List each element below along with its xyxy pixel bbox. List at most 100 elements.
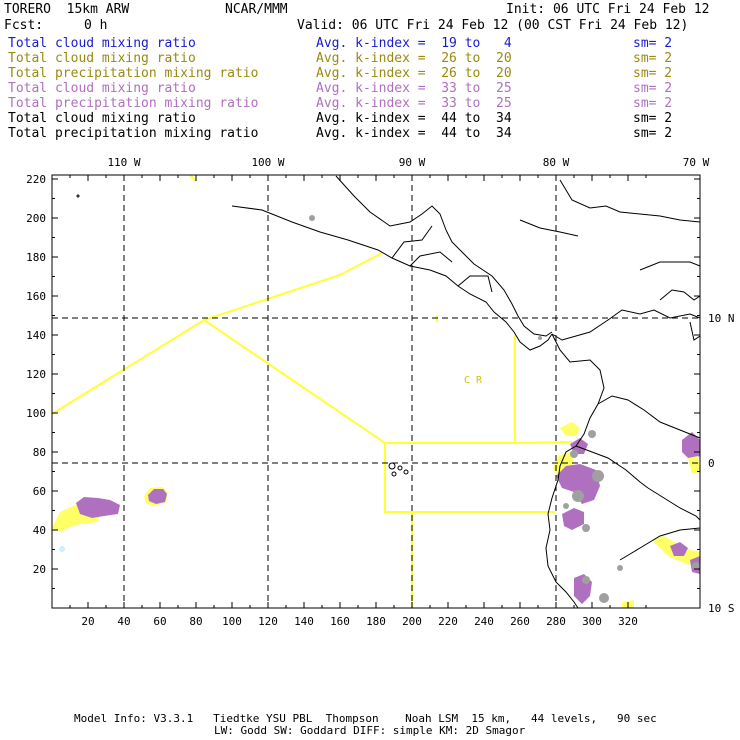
border <box>619 527 701 561</box>
legend-smoothing: sm= 2 <box>633 111 673 126</box>
gray-patch <box>692 562 700 570</box>
coastline-caribbean-islands <box>659 289 701 301</box>
legend-k-index-range: Avg. k-index = 44 to 34 <box>316 111 512 126</box>
axis-ticks <box>52 175 700 608</box>
gray-patch <box>582 576 590 584</box>
longitude-label: 110 W <box>107 156 140 169</box>
galapagos-island <box>388 462 396 470</box>
longitude-label: 90 W <box>399 156 426 169</box>
boundary-line <box>384 443 555 513</box>
coastline-caribbean-islands <box>559 179 701 223</box>
gray-patch <box>599 593 609 603</box>
border <box>391 225 433 259</box>
gray-patch <box>617 565 623 571</box>
legend-smoothing: sm= 2 <box>633 36 673 51</box>
legend-field-name: Total cloud mixing ratio <box>8 51 196 66</box>
x-tick-label: 220 <box>438 615 458 628</box>
coastline-sa-west <box>545 333 605 609</box>
cloud-shading <box>52 215 700 608</box>
forecast-label: Fcst: <box>4 18 44 33</box>
boundary-line <box>514 441 573 444</box>
border <box>597 395 701 439</box>
coastlines <box>76 175 701 609</box>
gray-patch <box>582 524 590 532</box>
y-tick-label: 220 <box>26 173 46 186</box>
border <box>409 251 453 267</box>
x-tick-label: 320 <box>618 615 638 628</box>
axis-labels: 20 40 60 80 100 120 140 160 180 200 220 240 260 280 30… <box>26 156 734 628</box>
org-label: NCAR/MMM <box>225 2 288 17</box>
legend-field-name: Total precipitation mixing ratio <box>8 66 259 81</box>
precip-purple-area <box>682 432 700 460</box>
coastline-central-america <box>429 269 553 351</box>
x-tick-label: 160 <box>330 615 350 628</box>
x-tick-label: 20 <box>81 615 94 628</box>
legend-k-index-range: Avg. k-index = 26 to 20 <box>316 51 512 66</box>
legend-field-name: Total cloud mixing ratio <box>8 111 196 126</box>
gray-patch <box>572 490 584 502</box>
boundary-line <box>51 252 383 415</box>
galapagos-island <box>403 469 409 475</box>
legend-k-index-range: Avg. k-index = 33 to 25 <box>316 96 512 111</box>
x-tick-label: 280 <box>546 615 566 628</box>
y-tick-label: 140 <box>26 329 46 342</box>
precip-purple-area <box>670 542 688 556</box>
region-label: C R <box>464 375 483 386</box>
y-tick-label: 120 <box>26 368 46 381</box>
gray-patch <box>570 450 578 458</box>
x-tick-label: 240 <box>474 615 494 628</box>
legend-k-index-range: Avg. k-index = 19 to 4 <box>316 36 512 51</box>
coastline-gulf <box>335 175 447 231</box>
x-tick-label: 60 <box>153 615 166 628</box>
legend-k-index-range: Avg. k-index = 44 to 34 <box>316 126 512 141</box>
coastline-caribbean-islands <box>639 261 701 271</box>
x-tick-label: 100 <box>222 615 242 628</box>
x-tick-label: 300 <box>582 615 602 628</box>
lat-lon-grid <box>52 175 700 608</box>
longitude-label: 70 W <box>683 156 710 169</box>
border <box>647 487 701 521</box>
gray-patch <box>592 470 604 482</box>
gray-patch <box>588 430 596 438</box>
cocos-island <box>76 194 80 198</box>
x-tick-label: 80 <box>189 615 202 628</box>
border <box>575 445 649 489</box>
forecast-hour: 0 h <box>84 18 108 33</box>
longitude-label: 80 W <box>543 156 570 169</box>
coastline-mexico <box>231 205 431 271</box>
cloud-light-blue <box>59 546 65 552</box>
y-tick-label: 200 <box>26 212 46 225</box>
coastline-sa-north <box>551 309 701 341</box>
coastline-caribbean-islands <box>519 219 579 237</box>
legend-smoothing: sm= 2 <box>633 126 673 141</box>
latitude-label: 10 S <box>708 602 735 615</box>
y-tick-label: 180 <box>26 251 46 264</box>
x-tick-label: 140 <box>294 615 314 628</box>
coastline-caribbean <box>445 229 553 337</box>
legend-field-name: Total cloud mixing ratio <box>8 81 196 96</box>
precip-purple-area <box>556 464 600 504</box>
legend-field-name: Total cloud mixing ratio <box>8 36 196 51</box>
model-title: TORERO 15km ARW <box>4 2 130 17</box>
y-tick-label: 60 <box>33 485 46 498</box>
legend-smoothing: sm= 2 <box>633 66 673 81</box>
y-tick-label: 160 <box>26 290 46 303</box>
precip-purple-area <box>562 508 584 530</box>
valid-time: Valid: 06 UTC Fri 24 Feb 12 (00 CST Fri … <box>297 18 689 33</box>
y-tick-label: 100 <box>26 407 46 420</box>
precip-purple-area <box>76 497 120 518</box>
gray-patch <box>563 503 569 509</box>
gray-patch <box>538 336 542 340</box>
legend-k-index-range: Avg. k-index = 33 to 25 <box>316 81 512 96</box>
x-tick-label: 180 <box>366 615 386 628</box>
legend-field-name: Total precipitation mixing ratio <box>8 126 259 141</box>
legend-smoothing: sm= 2 <box>633 96 673 111</box>
boundary-lines <box>51 174 573 608</box>
boundary-line <box>203 319 516 444</box>
x-tick-label: 40 <box>117 615 130 628</box>
legend-smoothing: sm= 2 <box>633 81 673 96</box>
y-tick-label: 80 <box>33 446 46 459</box>
coastline-islands <box>689 321 701 341</box>
x-tick-label: 120 <box>258 615 278 628</box>
